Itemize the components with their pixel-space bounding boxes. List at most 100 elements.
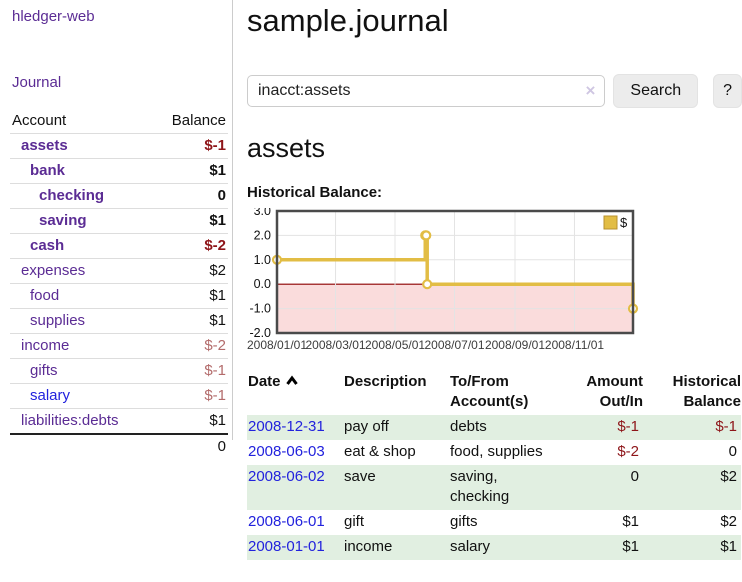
account-balance: $1 xyxy=(152,408,228,434)
legend-label: $ xyxy=(620,215,628,230)
x-tick-label: 2008/11/01 xyxy=(545,338,604,352)
column-header-description: Description xyxy=(344,373,427,390)
transaction-balance: 0 xyxy=(728,443,737,460)
column-header-accounts: To/From Account(s) xyxy=(450,373,529,410)
transaction-row: 2008-06-02 save saving, checking 0 $2 xyxy=(247,465,741,510)
account-balance: $-2 xyxy=(152,333,228,359)
transaction-balance: $1 xyxy=(720,538,737,555)
legend-swatch xyxy=(603,215,618,230)
main-content: sample.journal × Search ? assets Histori… xyxy=(247,0,742,560)
account-row: saving $1 xyxy=(10,208,228,234)
account-link-saving[interactable]: saving xyxy=(39,212,87,229)
transaction-row: 2008-06-03 eat & shop food, supplies $-2… xyxy=(247,440,741,465)
account-balance: $1 xyxy=(152,308,228,334)
account-link-cash[interactable]: cash xyxy=(30,237,65,254)
transaction-date-link[interactable]: 2008-06-02 xyxy=(248,468,325,485)
account-row: food $1 xyxy=(10,283,228,309)
transaction-description: save xyxy=(344,468,376,485)
transaction-balance: $2 xyxy=(720,468,737,485)
accounts-table: Account Balance assets $-1 bank $1 check… xyxy=(10,108,228,459)
search-input[interactable] xyxy=(247,75,606,107)
account-balance: 0 xyxy=(152,183,228,209)
transaction-description: income xyxy=(344,538,393,555)
account-row: supplies $1 xyxy=(10,308,228,334)
y-tick-label: 1.0 xyxy=(254,253,271,267)
transaction-accounts: gifts xyxy=(450,513,478,530)
transaction-accounts: saving, checking xyxy=(450,468,510,505)
account-row: assets $-1 xyxy=(10,133,228,159)
account-row: checking 0 xyxy=(10,183,228,209)
account-column-header: Account xyxy=(12,112,67,129)
x-tick-label: 2008/01/01 xyxy=(247,338,307,352)
accounts-total-row: 0 xyxy=(10,433,228,459)
x-tick-label: 2008/07/01 xyxy=(424,338,484,352)
transaction-accounts: salary xyxy=(450,538,491,555)
account-row: liabilities:debts $1 xyxy=(10,408,228,434)
accounts-total-value: 0 xyxy=(152,433,228,459)
account-row: income $-2 xyxy=(10,333,228,359)
transaction-accounts: debts xyxy=(450,418,487,435)
help-button[interactable]: ? xyxy=(713,74,742,108)
page-title: sample.journal xyxy=(247,3,449,38)
transaction-description: eat & shop xyxy=(344,443,416,460)
account-balance: $2 xyxy=(152,258,228,284)
y-tick-label: -1.0 xyxy=(249,302,271,316)
sort-ascending-icon xyxy=(285,375,298,385)
account-link-food[interactable]: food xyxy=(30,287,60,304)
account-link-checking[interactable]: checking xyxy=(39,187,105,204)
column-header-amount: Amount Out/In xyxy=(586,373,643,410)
nav-journal-link[interactable]: Journal xyxy=(12,74,62,91)
account-row: bank $1 xyxy=(10,158,228,184)
transaction-date-link[interactable]: 2008-12-31 xyxy=(248,418,325,435)
transaction-date-link[interactable]: 2008-01-01 xyxy=(248,538,325,555)
transaction-amount: $1 xyxy=(622,513,639,530)
y-tick-label: -2.0 xyxy=(249,326,271,340)
account-row: gifts $-1 xyxy=(10,358,228,384)
x-tick-label: 2008/03/01 xyxy=(305,338,365,352)
account-link-income[interactable]: income xyxy=(21,337,70,354)
account-link-salary[interactable]: salary xyxy=(30,387,71,404)
sidebar: hledger-web Journal Account Balance asse… xyxy=(0,0,233,459)
transaction-row: 2008-06-01 gift gifts $1 $2 xyxy=(247,510,741,535)
transaction-date-link[interactable]: 2008-06-03 xyxy=(248,443,325,460)
transaction-balance: $2 xyxy=(720,513,737,530)
data-point-marker xyxy=(422,279,433,290)
transaction-amount: 0 xyxy=(630,468,639,485)
balance-column-header: Balance xyxy=(171,112,226,129)
x-tick-label: 2008/05/01 xyxy=(365,338,425,352)
search-form: × Search ? xyxy=(247,74,742,108)
account-link-assets[interactable]: assets xyxy=(21,137,68,154)
account-link-bank[interactable]: bank xyxy=(30,162,66,179)
transaction-accounts: food, supplies xyxy=(450,443,543,460)
transaction-amount: $-1 xyxy=(617,418,639,435)
account-balance: $1 xyxy=(152,208,228,234)
account-balance: $-1 xyxy=(152,383,228,409)
data-point-marker xyxy=(421,230,432,241)
account-balance: $-1 xyxy=(152,358,228,384)
account-balance: $1 xyxy=(152,283,228,309)
account-balance: $-1 xyxy=(152,133,228,159)
column-header-balance: Historical Balance xyxy=(672,373,741,410)
account-row: expenses $2 xyxy=(10,258,228,284)
transaction-amount: $-2 xyxy=(617,443,639,460)
account-link-expenses[interactable]: expenses xyxy=(21,262,86,279)
register-header-row: Date Description To/From Account(s) Amou… xyxy=(247,370,741,415)
account-link-liabilities-debts[interactable]: liabilities:debts xyxy=(21,412,119,429)
column-header-date[interactable]: Date xyxy=(247,370,344,415)
brand-link[interactable]: hledger-web xyxy=(12,8,95,25)
transaction-date-link[interactable]: 2008-06-01 xyxy=(248,513,325,530)
transaction-row: 2008-01-01 income salary $1 $1 xyxy=(247,535,741,560)
account-heading: assets xyxy=(247,133,326,163)
transaction-balance: $-1 xyxy=(715,418,737,435)
transaction-description: gift xyxy=(344,513,365,530)
y-tick-label: 0.0 xyxy=(254,277,271,291)
search-button[interactable]: Search xyxy=(613,74,699,108)
account-link-gifts[interactable]: gifts xyxy=(30,362,58,379)
transaction-description: pay off xyxy=(344,418,389,435)
chart-title-label: Historical Balance: xyxy=(247,184,383,201)
clear-search-icon[interactable]: × xyxy=(585,81,596,100)
y-tick-label: 2.0 xyxy=(254,228,271,242)
account-link-supplies[interactable]: supplies xyxy=(30,312,86,329)
balance-chart: 3.0 2.0 1.0 0.0 -1.0 -2.02008/01/012008/03/01… xyxy=(247,208,639,352)
transaction-row: 2008-12-31 pay off debts $-1 $-1 xyxy=(247,415,741,440)
